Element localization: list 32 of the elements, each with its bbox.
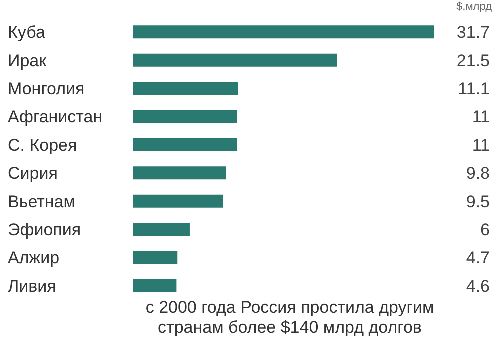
y-tick-label: Сирия xyxy=(8,164,58,184)
y-tick-label: Вьетнам xyxy=(8,192,76,212)
bar xyxy=(133,251,178,264)
bar xyxy=(133,194,224,208)
bar xyxy=(133,110,238,124)
bar xyxy=(133,26,434,39)
bar xyxy=(133,54,338,67)
data-label: 6 xyxy=(480,220,490,240)
bar xyxy=(133,138,238,152)
y-tick-label: Афганистан xyxy=(8,108,103,127)
data-label: 9.8 xyxy=(466,164,490,184)
x-axis-title: $,млрд xyxy=(456,1,492,13)
y-tick-label: Монголия xyxy=(8,80,85,99)
bar xyxy=(133,166,226,180)
y-tick-label: Куба xyxy=(8,23,46,42)
bar xyxy=(133,82,238,96)
data-label: 21.5 xyxy=(456,51,490,70)
data-label: 11 xyxy=(472,108,490,127)
bar xyxy=(133,223,190,236)
annotation: с 2000 года Россия простила другим странам более $140 млрд долгов xyxy=(144,298,436,338)
data-label: 31.7 xyxy=(456,23,490,42)
y-tick-label: Ливия xyxy=(8,276,56,296)
y-tick-label: Эфиопия xyxy=(8,220,82,240)
bar xyxy=(133,279,177,292)
data-label: 4.6 xyxy=(466,276,490,296)
data-label: 9.5 xyxy=(466,192,490,212)
data-label: 11 xyxy=(472,136,490,155)
y-tick-label: Ирак xyxy=(8,51,48,70)
data-label: 4.7 xyxy=(466,248,490,268)
y-tick-label: С. Корея xyxy=(8,136,78,155)
y-tick-label: Алжир xyxy=(8,248,60,268)
data-label: 11.1 xyxy=(458,79,490,98)
